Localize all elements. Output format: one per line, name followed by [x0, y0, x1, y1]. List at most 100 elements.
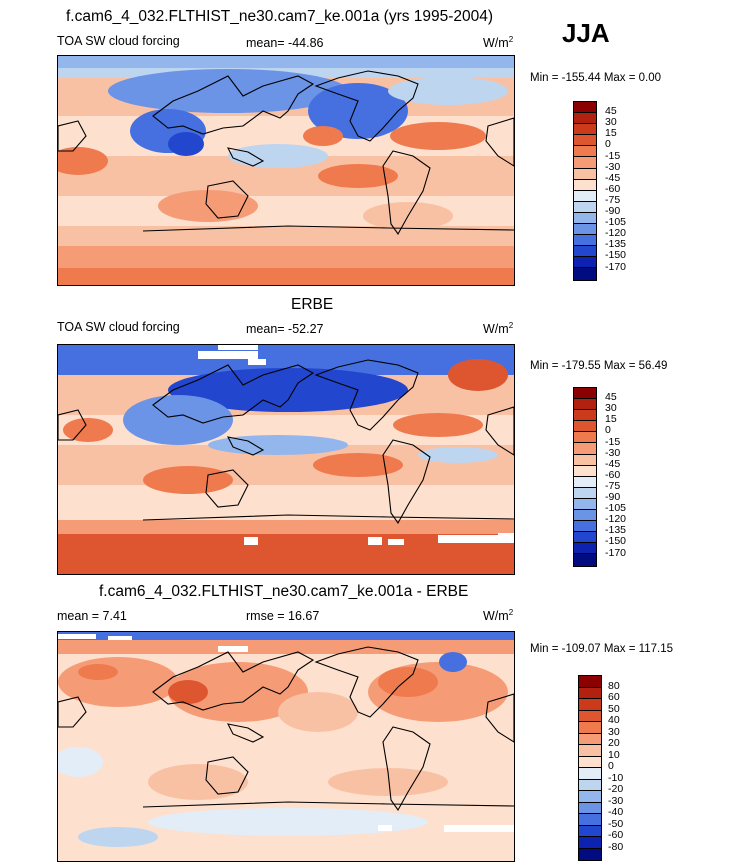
colorbar-tick-label: 0: [605, 424, 611, 437]
colorbar-tick-label: 20: [608, 737, 620, 749]
panel-1-colorbar: [573, 101, 597, 281]
panel-1-mean: mean= -44.86: [246, 36, 324, 50]
colorbar-tick-label: -90: [605, 205, 621, 217]
colorbar-tick-label: 80: [608, 679, 620, 692]
panel-2-min-max: Min = -179.55 Max = 56.49: [530, 360, 668, 372]
colorbar-swatch: [574, 443, 596, 455]
colorbar-tick-label: -20: [608, 783, 624, 795]
colorbar-tick-label: 40: [608, 714, 620, 726]
colorbar-swatch: [574, 510, 596, 522]
panel-2-mean: mean= -52.27: [246, 322, 324, 336]
colorbar-tick-label: -120: [605, 513, 627, 526]
panel-2-map: [57, 344, 515, 575]
colorbar-tick-label: 30: [608, 725, 620, 738]
colorbar-swatch: [579, 699, 601, 711]
colorbar-tick-label: -120: [605, 227, 627, 240]
colorbar-tick-label: 30: [605, 116, 617, 129]
colorbar-tick-label: -150: [605, 249, 627, 262]
colorbar-tick-label: 15: [605, 127, 617, 140]
colorbar-tick-label: -30: [608, 794, 624, 807]
panel-2-variable: TOA SW cloud forcing: [57, 320, 180, 334]
colorbar-swatch: [574, 487, 596, 499]
colorbar-swatch: [574, 532, 596, 544]
colorbar-swatch: [574, 421, 596, 433]
colorbar-swatch: [579, 779, 601, 791]
colorbar-swatch: [579, 687, 601, 699]
colorbar-tick-label: -75: [605, 193, 621, 206]
colorbar-swatch: [579, 848, 601, 860]
colorbar-tick-label: 45: [605, 105, 617, 118]
colorbar-tick-label: 0: [605, 138, 611, 151]
colorbar-swatch: [574, 554, 596, 566]
colorbar-swatch: [574, 521, 596, 533]
colorbar-swatch: [579, 733, 601, 745]
colorbar-tick-label: 10: [608, 748, 620, 761]
colorbar-swatch: [579, 756, 601, 768]
colorbar-tick-label: -60: [608, 829, 624, 841]
colorbar-tick-label: -15: [605, 149, 621, 162]
colorbar-swatch: [579, 791, 601, 803]
colorbar-swatch: [574, 212, 596, 225]
colorbar-tick-label: -90: [605, 491, 621, 503]
colorbar-tick-label: -75: [605, 479, 621, 492]
colorbar-swatch: [574, 454, 596, 466]
colorbar-swatch: [574, 235, 596, 247]
colorbar-tick-label: -40: [608, 806, 624, 818]
colorbar-tick-label: -50: [608, 817, 624, 830]
colorbar-swatch: [579, 676, 601, 688]
colorbar-tick-label: -10: [608, 771, 624, 784]
colorbar-swatch: [574, 498, 596, 511]
colorbar-swatch: [579, 814, 601, 826]
panel-3-units: W/m2: [483, 608, 514, 624]
colorbar-swatch: [574, 432, 596, 444]
panel-3-mean: mean = 7.41: [57, 609, 127, 623]
colorbar-swatch: [574, 224, 596, 236]
colorbar-swatch: [574, 543, 596, 555]
panel-2-title: ERBE: [291, 296, 334, 313]
panel-1-min-max: Min = -155.44 Max = 0.00: [530, 72, 662, 84]
colorbar-swatch: [579, 710, 601, 722]
colorbar-tick-label: -60: [605, 182, 621, 195]
colorbar-swatch: [579, 837, 601, 849]
colorbar-swatch: [579, 722, 601, 734]
colorbar-swatch: [579, 802, 601, 814]
colorbar-swatch: [574, 157, 596, 169]
colorbar-swatch: [574, 124, 596, 136]
colorbar-tick-label: -80: [608, 840, 624, 853]
colorbar-tick-label: 30: [605, 402, 617, 415]
colorbar-swatch: [574, 465, 596, 477]
colorbar-tick-label: -135: [605, 238, 627, 251]
colorbar-swatch: [574, 135, 596, 147]
colorbar-tick-label: -105: [605, 216, 627, 229]
panel-2-units: W/m2: [483, 321, 514, 337]
panel-3-colorbar: [578, 675, 602, 861]
colorbar-tick-label: 50: [608, 702, 620, 715]
colorbar-tick-label: -105: [605, 502, 627, 515]
colorbar-swatch: [579, 768, 601, 780]
colorbar-tick-label: -30: [605, 446, 621, 459]
colorbar-tick-label: -30: [605, 160, 621, 173]
colorbar-tick-label: -60: [605, 468, 621, 481]
colorbar-tick-label: -45: [605, 457, 621, 470]
colorbar-tick-label: -170: [605, 260, 627, 273]
panel-3-rmse: rmse = 16.67: [246, 609, 320, 623]
colorbar-swatch: [574, 246, 596, 258]
colorbar-swatch: [574, 399, 596, 411]
season-label: JJA: [562, 18, 610, 48]
colorbar-tick-label: -150: [605, 535, 627, 548]
colorbar-swatch: [574, 257, 596, 269]
colorbar-swatch: [574, 388, 596, 400]
colorbar-swatch: [574, 190, 596, 202]
panel-1-units: W/m2: [483, 35, 514, 51]
colorbar-tick-label: -45: [605, 171, 621, 184]
colorbar-swatch: [574, 410, 596, 422]
panel-1-variable: TOA SW cloud forcing: [57, 34, 180, 48]
colorbar-tick-label: 45: [605, 391, 617, 404]
panel-1-map: [57, 55, 515, 286]
colorbar-swatch: [574, 476, 596, 488]
colorbar-swatch: [574, 201, 596, 213]
colorbar-swatch: [574, 102, 596, 114]
colorbar-tick-label: 15: [605, 413, 617, 426]
colorbar-tick-label: -170: [605, 546, 627, 559]
colorbar-tick-label: 0: [608, 760, 614, 772]
